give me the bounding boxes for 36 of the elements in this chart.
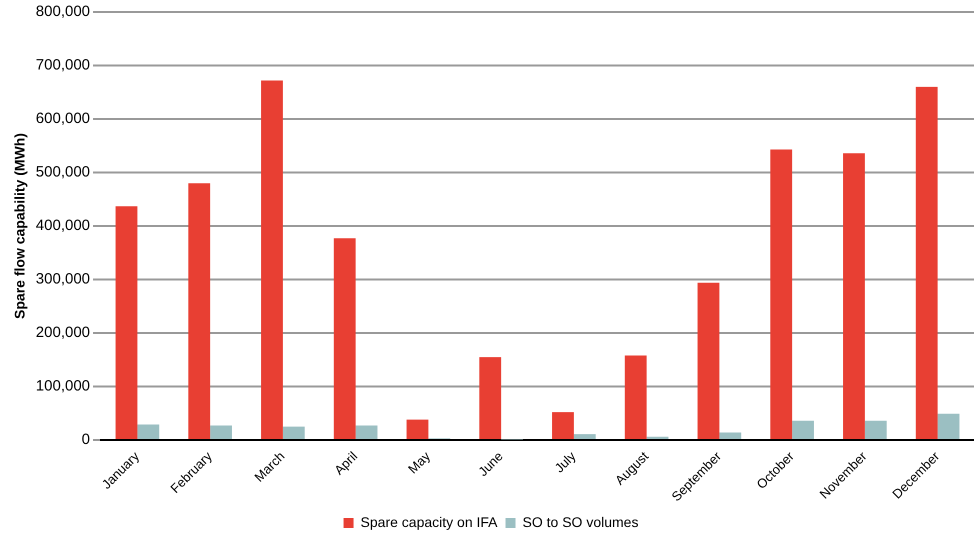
y-tick-label: 600,000 [36,110,90,128]
bar [406,420,428,440]
bar [356,426,378,440]
y-tick-label: 300,000 [36,270,90,288]
bar [137,424,160,440]
bar [770,149,792,440]
y-axis-title: Spare flow capability (MWh) [11,133,28,319]
y-tick-label: 0 [82,431,90,448]
x-tick-label: May [405,448,434,477]
legend-label: SO to SO volumes [522,514,638,530]
legend-label: Spare capacity on IFA [360,514,498,530]
bar [864,420,887,440]
bar [792,420,814,440]
bar [843,153,865,440]
bar [479,357,502,440]
bar [916,86,938,440]
bar [646,436,668,440]
y-tick-label: 800,000 [36,3,90,20]
bar [210,426,232,440]
bar [624,355,647,440]
bar [334,238,356,440]
bar [552,412,574,440]
bar [719,432,742,440]
y-tick-label: 100,000 [36,378,90,395]
bar [116,206,138,440]
y-tick-label: 700,000 [36,56,90,74]
bar [698,282,720,440]
bar [261,80,283,440]
y-tick-label: 200,000 [36,324,90,342]
bar [938,414,960,440]
y-tick-label: 400,000 [36,217,90,234]
x-tick-label: July [552,448,579,476]
y-tick-label: 500,000 [36,164,90,181]
bar [188,183,210,440]
bar [282,426,305,440]
bar [574,434,596,440]
